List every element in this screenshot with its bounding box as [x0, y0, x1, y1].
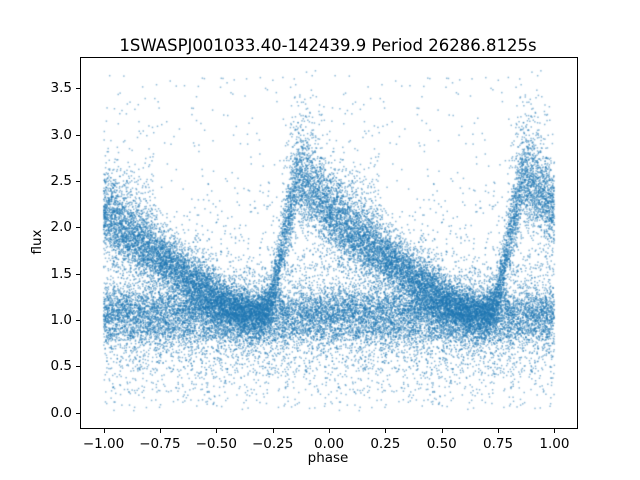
- y-tick-mark: [76, 412, 80, 414]
- y-tick-label: 2.5: [50, 173, 72, 190]
- y-tick-mark: [76, 181, 80, 183]
- x-tick-label: −1.00: [82, 436, 125, 452]
- x-tick-mark: [103, 429, 105, 433]
- x-tick-label: 1.00: [539, 436, 570, 452]
- x-tick-mark: [441, 429, 443, 433]
- y-tick-mark: [76, 134, 80, 136]
- x-tick-label: 0.75: [483, 436, 514, 452]
- plot-area: [80, 57, 578, 429]
- x-tick-label: −0.25: [251, 436, 294, 452]
- y-tick-label: 1.0: [50, 312, 72, 329]
- x-axis-label: phase: [307, 450, 349, 466]
- y-tick-label: 0.0: [50, 404, 72, 421]
- x-tick-label: −0.50: [195, 436, 237, 452]
- y-tick-label: 3.5: [50, 80, 72, 97]
- x-tick-mark: [159, 429, 161, 433]
- x-tick-mark: [554, 429, 556, 433]
- x-tick-label: −0.75: [139, 436, 181, 452]
- y-tick-label: 1.5: [50, 265, 72, 282]
- x-tick-mark: [498, 429, 500, 433]
- x-tick-mark: [385, 429, 387, 433]
- y-tick-label: 3.0: [50, 126, 72, 143]
- y-tick-mark: [76, 227, 80, 229]
- x-tick-label: 0.50: [426, 436, 457, 452]
- y-tick-label: 2.0: [50, 219, 72, 236]
- x-tick-mark: [329, 429, 330, 433]
- y-tick-mark: [76, 273, 80, 275]
- scatter-canvas: [81, 58, 577, 428]
- y-tick-mark: [76, 320, 80, 322]
- x-tick-label: 0.00: [313, 436, 345, 452]
- y-axis-label: flux: [29, 229, 45, 255]
- y-tick-label: 0.5: [50, 358, 72, 375]
- x-tick-mark: [216, 429, 218, 433]
- y-tick-mark: [76, 366, 80, 368]
- chart-title: 1SWASPJ001033.40-142439.9 Period 26286.8…: [119, 36, 537, 55]
- x-tick-mark: [272, 429, 274, 433]
- x-tick-label: 0.25: [370, 436, 401, 452]
- y-tick-mark: [76, 88, 80, 90]
